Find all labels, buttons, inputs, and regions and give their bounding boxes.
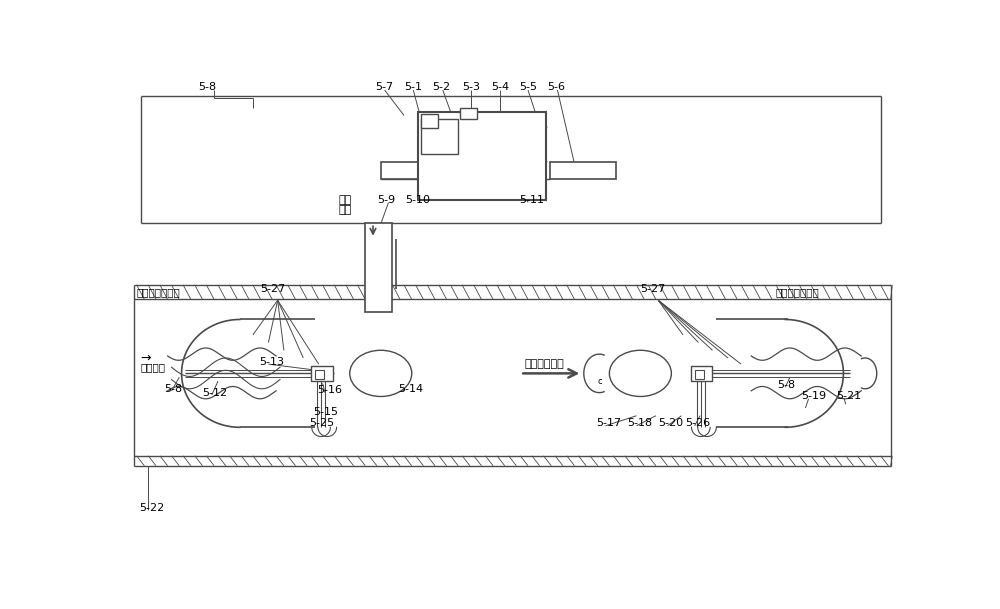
Bar [311, 365, 333, 381]
Text: 测量通道入口端: 测量通道入口端 [137, 287, 180, 298]
Ellipse shape [350, 350, 412, 396]
Text: 初级流体: 初级流体 [140, 362, 166, 372]
Text: 5-4: 5-4 [491, 82, 509, 92]
Bar [365, 224, 392, 312]
Bar [381, 161, 439, 178]
Text: 5-6: 5-6 [547, 82, 565, 92]
Text: 5-19: 5-19 [801, 392, 826, 401]
Bar [550, 161, 616, 178]
Text: 5-14: 5-14 [398, 384, 423, 394]
Text: 测量通道出口端: 测量通道出口端 [776, 287, 820, 298]
Text: 二次: 二次 [338, 195, 351, 205]
Text: 5-12: 5-12 [202, 388, 228, 398]
Bar [421, 114, 438, 128]
Bar [418, 111, 546, 200]
Text: 5-26: 5-26 [685, 418, 710, 428]
Text: 5-18: 5-18 [627, 418, 652, 428]
Bar [695, 370, 704, 379]
Text: 5-15: 5-15 [313, 407, 338, 417]
Text: 5-13: 5-13 [259, 357, 284, 367]
Text: 5-11: 5-11 [519, 195, 544, 205]
Text: 5-8: 5-8 [778, 380, 796, 390]
Text: 5-21: 5-21 [836, 392, 862, 401]
Bar [460, 108, 477, 119]
Text: 5-8: 5-8 [164, 384, 182, 394]
Bar [315, 370, 324, 379]
Text: 5-10: 5-10 [406, 195, 431, 205]
Text: 5-20: 5-20 [658, 418, 683, 428]
Text: 5-27: 5-27 [261, 284, 286, 294]
Bar [691, 365, 712, 381]
Text: 5-1: 5-1 [404, 82, 422, 92]
Text: 5-22: 5-22 [139, 503, 164, 513]
Text: 5-8: 5-8 [199, 82, 217, 92]
Text: 5-9: 5-9 [377, 195, 395, 205]
Text: 5-5: 5-5 [519, 82, 537, 92]
Text: 5-16: 5-16 [317, 385, 342, 395]
Text: 5-25: 5-25 [309, 418, 335, 428]
Bar [421, 119, 458, 154]
Text: 5-27: 5-27 [640, 284, 666, 294]
Text: 5-7: 5-7 [375, 82, 393, 92]
Text: →: → [140, 351, 151, 364]
Text: 5-17: 5-17 [596, 418, 621, 428]
Text: 流体: 流体 [338, 205, 351, 215]
Text: c: c [598, 376, 602, 385]
Ellipse shape [609, 350, 671, 396]
Text: 5-2: 5-2 [432, 82, 450, 92]
Text: 5-3: 5-3 [462, 82, 480, 92]
Text: 流体流动方向: 流体流动方向 [524, 359, 564, 369]
